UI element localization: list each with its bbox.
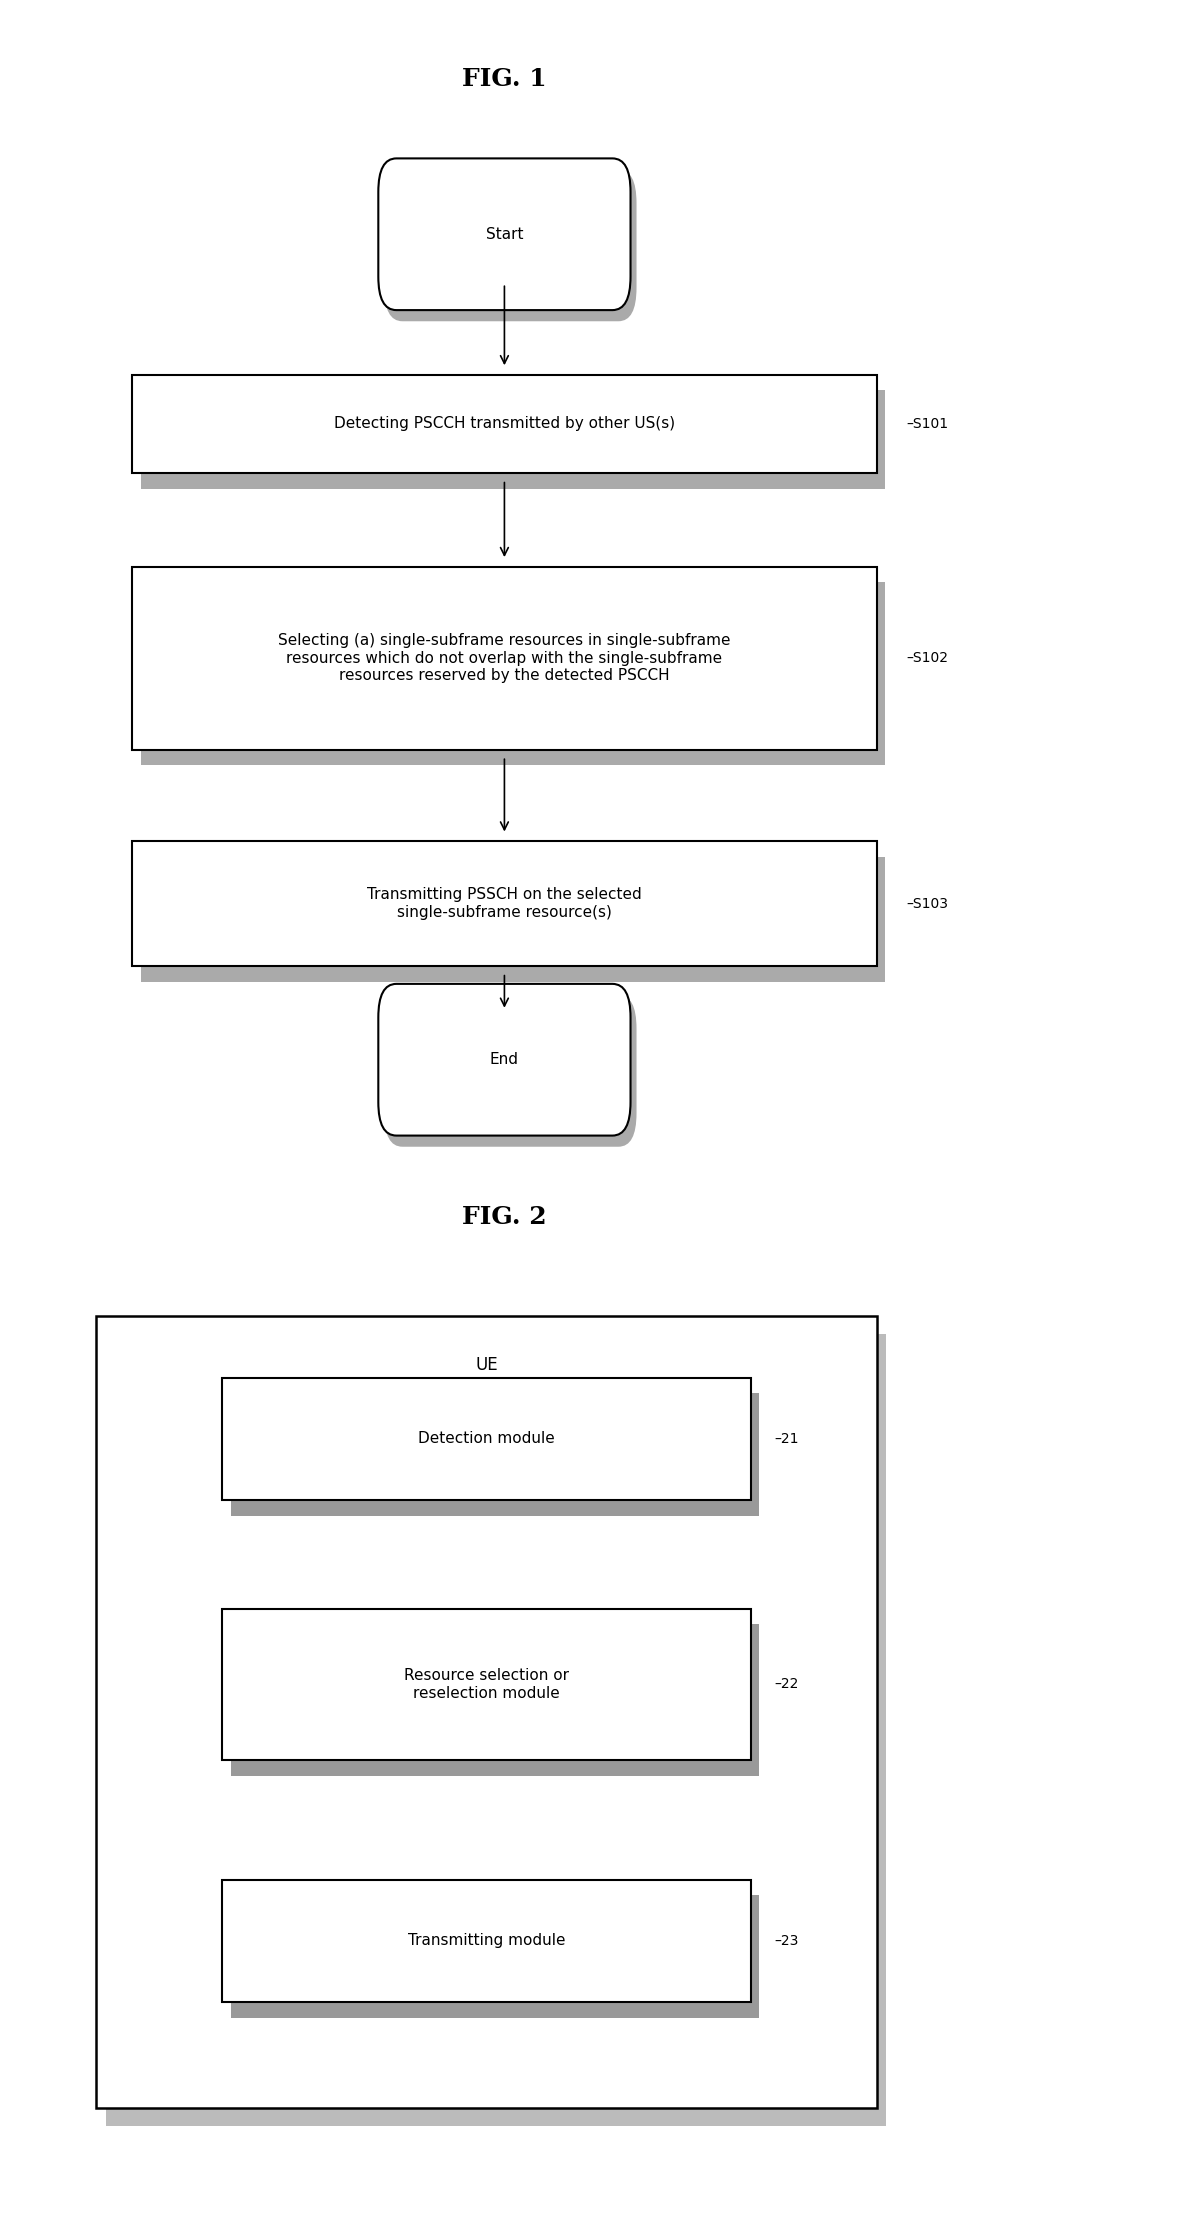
Bar	[141, 582, 885, 765]
FancyBboxPatch shape	[378, 158, 631, 310]
Text: –21: –21	[775, 1432, 799, 1446]
Text: –S103: –S103	[907, 897, 949, 910]
Bar	[231, 1392, 759, 1517]
Text: Transmitting PSSCH on the selected
single-subframe resource(s): Transmitting PSSCH on the selected singl…	[368, 888, 641, 919]
Text: Selecting (a) single-subframe resources in single-subframe
resources which do no: Selecting (a) single-subframe resources …	[279, 634, 730, 683]
Bar	[222, 1379, 751, 1501]
Bar	[132, 567, 877, 750]
Text: UE: UE	[476, 1356, 497, 1374]
Text: Resource selection or
reselection module: Resource selection or reselection module	[404, 1669, 569, 1700]
Text: –22: –22	[775, 1678, 799, 1691]
Text: Start: Start	[485, 228, 524, 241]
FancyBboxPatch shape	[384, 170, 637, 321]
Bar	[222, 1609, 751, 1760]
Bar	[96, 1316, 877, 2108]
Bar	[231, 1624, 759, 1776]
Text: Detecting PSCCH transmitted by other US(s): Detecting PSCCH transmitted by other US(…	[334, 417, 675, 431]
Bar	[141, 857, 885, 982]
Text: Transmitting module: Transmitting module	[407, 1934, 566, 1948]
Text: FIG. 2: FIG. 2	[462, 1205, 546, 1229]
Text: –S101: –S101	[907, 417, 949, 431]
Text: End: End	[490, 1053, 519, 1066]
Bar	[231, 1896, 759, 2017]
Text: –23: –23	[775, 1934, 799, 1948]
Text: FIG. 1: FIG. 1	[462, 67, 546, 91]
Bar	[222, 1879, 751, 2003]
Bar	[106, 1334, 886, 2126]
Text: –S102: –S102	[907, 651, 949, 665]
FancyBboxPatch shape	[378, 984, 631, 1136]
Bar	[132, 841, 877, 966]
Bar	[141, 390, 885, 489]
Bar	[132, 375, 877, 473]
Text: Detection module: Detection module	[418, 1432, 555, 1446]
FancyBboxPatch shape	[384, 995, 637, 1147]
